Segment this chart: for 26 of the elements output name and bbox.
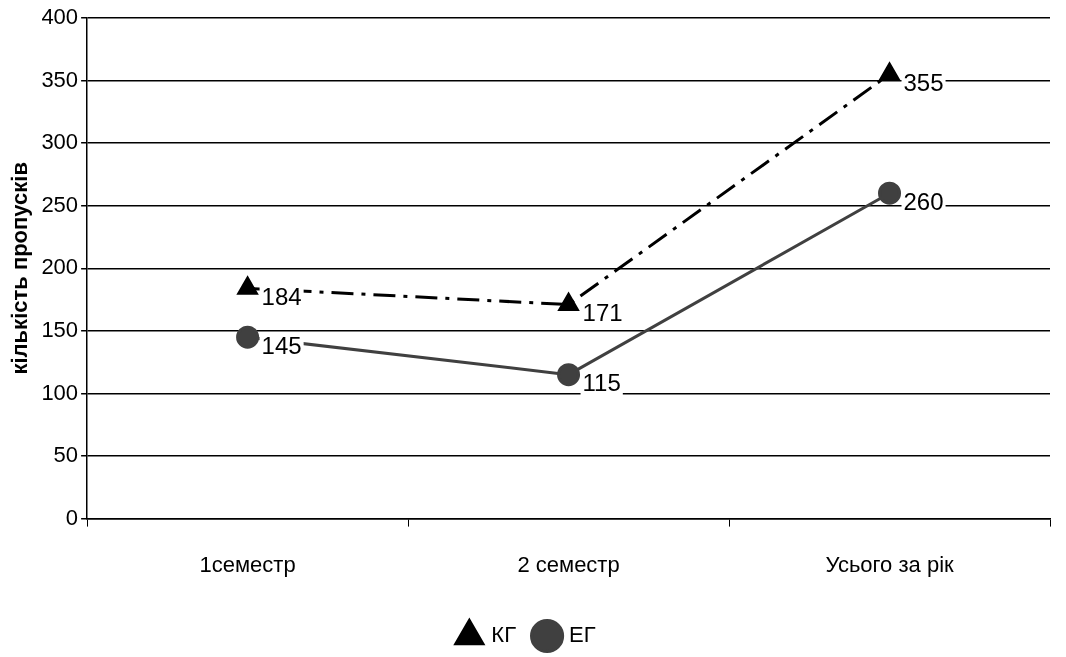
point (557, 363, 581, 387)
y-tick-label: 400 (41, 4, 79, 30)
legend-label: ЕГ (569, 622, 596, 648)
point (878, 181, 902, 205)
x-tick-label: 2 семестр (517, 551, 620, 577)
y-tick-label: 250 (41, 191, 79, 217)
data-label: 184 (261, 282, 302, 310)
y-tick-label: 300 (41, 129, 79, 155)
data-label: 355 (903, 68, 944, 96)
data-label: 260 (903, 187, 944, 215)
point (879, 62, 900, 81)
y-tick-label: 100 (41, 379, 79, 405)
data-label: 145 (261, 331, 302, 359)
x-tick-label: Усього за рік (825, 551, 955, 577)
x-tick-label: 1семестр (199, 551, 296, 577)
point (558, 293, 579, 312)
point (236, 325, 260, 349)
y-tick-label: 0 (65, 504, 79, 530)
y-tick-label: 150 (41, 316, 79, 342)
y-tick-label: 350 (41, 66, 79, 92)
legend-label: КГ (491, 622, 517, 648)
data-label: 115 (582, 369, 621, 397)
y-axis-title: кількість пропусків (7, 162, 33, 375)
y-tick-label: 200 (41, 254, 79, 280)
y-tick-label: 50 (53, 442, 79, 468)
data-label: 171 (582, 299, 623, 327)
